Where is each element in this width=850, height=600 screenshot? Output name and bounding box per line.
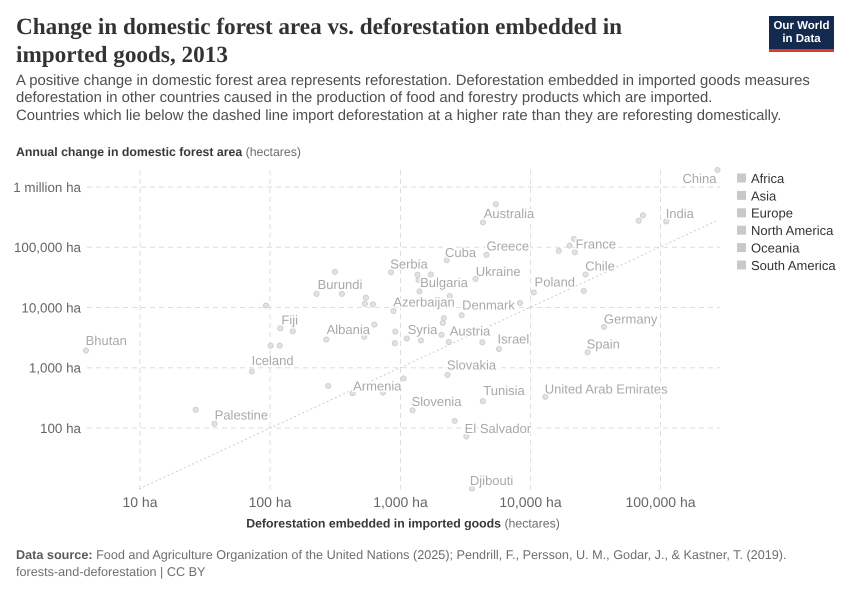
svg-text:Greece: Greece	[486, 239, 529, 254]
svg-text:100 ha: 100 ha	[249, 494, 292, 510]
svg-text:Australia: Australia	[484, 206, 535, 221]
svg-text:Tunisia: Tunisia	[483, 383, 525, 398]
svg-text:Ukraine: Ukraine	[476, 264, 521, 279]
svg-text:Azerbaijan: Azerbaijan	[393, 294, 454, 309]
svg-text:India: India	[666, 206, 695, 221]
svg-text:10,000 ha: 10,000 ha	[21, 300, 81, 315]
svg-text:Syria: Syria	[408, 322, 438, 337]
svg-text:Africa: Africa	[751, 171, 785, 186]
svg-text:France: France	[576, 236, 616, 251]
svg-text:10,000 ha: 10,000 ha	[499, 494, 561, 510]
svg-text:100,000 ha: 100,000 ha	[14, 240, 82, 255]
svg-text:1 million ha: 1 million ha	[13, 180, 81, 195]
svg-text:United Arab Emirates: United Arab Emirates	[545, 382, 668, 397]
svg-text:Austria: Austria	[450, 323, 491, 338]
svg-text:1,000 ha: 1,000 ha	[29, 361, 82, 376]
svg-text:Serbia: Serbia	[390, 257, 428, 272]
svg-text:Slovakia: Slovakia	[447, 357, 497, 372]
svg-text:Poland: Poland	[535, 274, 575, 289]
svg-text:Albania: Albania	[327, 322, 371, 337]
svg-text:El Salvador: El Salvador	[465, 421, 532, 436]
svg-text:Burundi: Burundi	[318, 277, 363, 292]
svg-text:North America: North America	[751, 223, 834, 238]
svg-text:Cuba: Cuba	[445, 245, 477, 260]
svg-text:10 ha: 10 ha	[122, 494, 157, 510]
svg-text:Deforestation embedded in impo: Deforestation embedded in imported goods…	[246, 517, 560, 531]
svg-text:100 ha: 100 ha	[40, 421, 82, 436]
svg-text:Slovenia: Slovenia	[412, 394, 463, 409]
svg-text:Spain: Spain	[587, 337, 620, 352]
svg-text:Bhutan: Bhutan	[86, 333, 127, 348]
svg-text:Djibouti: Djibouti	[470, 473, 513, 488]
svg-text:China: China	[683, 171, 718, 186]
svg-text:Chile: Chile	[585, 259, 615, 274]
svg-text:Fiji: Fiji	[281, 312, 298, 327]
svg-text:100,000 ha: 100,000 ha	[625, 494, 695, 510]
svg-text:Asia: Asia	[751, 188, 777, 203]
svg-text:Denmark: Denmark	[462, 298, 515, 313]
svg-text:Israel: Israel	[498, 331, 530, 346]
svg-text:Oceania: Oceania	[751, 241, 800, 256]
svg-text:South America: South America	[751, 258, 836, 273]
svg-text:Bulgaria: Bulgaria	[420, 275, 468, 290]
svg-text:Palestine: Palestine	[215, 408, 268, 423]
svg-text:Germany: Germany	[604, 311, 658, 326]
svg-text:Iceland: Iceland	[252, 353, 294, 368]
svg-text:1,000 ha: 1,000 ha	[373, 494, 428, 510]
svg-text:Armenia: Armenia	[353, 379, 402, 394]
svg-text:Europe: Europe	[751, 206, 793, 221]
